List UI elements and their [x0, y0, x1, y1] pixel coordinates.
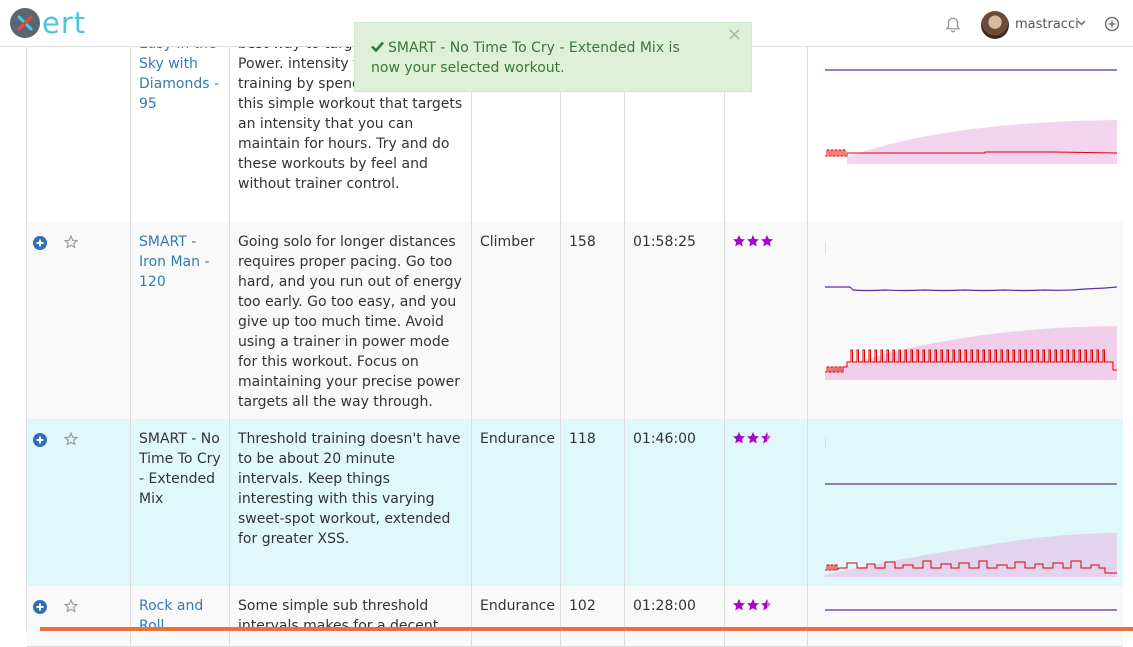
notification-bell-icon[interactable] — [944, 16, 962, 34]
logo-mark-icon — [10, 8, 40, 38]
table-row[interactable]: SMART - Iron Man - 120 Going solo for lo… — [27, 222, 1123, 420]
workout-duration: 01:28:00 — [633, 598, 696, 614]
app-logo[interactable]: ert — [10, 6, 86, 40]
rating-cell — [724, 586, 808, 646]
checkmark-icon — [371, 41, 384, 53]
chart-cell — [807, 222, 1123, 419]
rating-stars-icon — [733, 432, 771, 444]
add-workout-icon[interactable] — [33, 600, 47, 614]
workout-name-link[interactable]: Easy in the Sky with Diamonds - 95 — [139, 36, 220, 112]
xss-cell — [560, 0, 625, 222]
workout-name-link[interactable]: SMART - Iron Man - 120 — [139, 234, 210, 290]
chart-cell — [807, 0, 1123, 222]
favorite-star-icon[interactable] — [64, 235, 78, 249]
logo-text: ert — [42, 6, 87, 40]
bottom-progress-bar — [40, 627, 1133, 631]
workout-profile-chart — [825, 242, 1117, 380]
workout-xss: 118 — [569, 431, 596, 447]
rating-cell — [724, 419, 808, 586]
xss-cell: 158 — [560, 222, 625, 419]
add-workout-icon[interactable] — [33, 236, 47, 250]
description-cell: Threshold training doesn't have to be ab… — [229, 419, 472, 586]
workout-list: Easy in the Sky with Diamonds - 95 best … — [26, 0, 1123, 647]
table-row[interactable]: SMART - No Time To Cry - Extended Mix Th… — [27, 419, 1123, 587]
duration-cell: 01:58:25 — [624, 222, 725, 419]
name-cell: SMART - No Time To Cry - Extended Mix — [130, 419, 230, 586]
close-icon[interactable]: × — [726, 24, 742, 45]
workout-category: Climber — [480, 234, 535, 250]
table-left-border — [26, 46, 27, 631]
name-cell: SMART - Iron Man - 120 — [130, 222, 230, 419]
description-cell: Some simple sub threshold intervals make… — [229, 586, 472, 646]
rating-stars-icon — [733, 235, 773, 247]
workout-duration: 01:58:25 — [633, 234, 696, 250]
favorite-star-icon[interactable] — [64, 599, 78, 613]
chart-cell — [807, 586, 1123, 646]
actions-cell — [27, 586, 131, 646]
workout-description: Going solo for longer distances requires… — [238, 234, 462, 410]
workout-name-selected[interactable]: SMART - No Time To Cry - Extended Mix — [139, 431, 221, 507]
actions-cell — [27, 419, 131, 586]
chevron-down-icon[interactable] — [1077, 20, 1086, 26]
add-circle-icon[interactable] — [1104, 16, 1120, 32]
workout-xss: 102 — [569, 598, 596, 614]
xss-cell: 102 — [560, 586, 625, 646]
workout-profile-chart — [825, 609, 1117, 611]
favorite-star-icon[interactable] — [64, 432, 78, 446]
name-cell: Rock and Roll — [130, 586, 230, 646]
workout-description: Threshold training doesn't have to be ab… — [238, 431, 461, 547]
rating-cell — [724, 0, 808, 222]
duration-cell — [624, 0, 725, 222]
user-avatar[interactable] — [981, 11, 1009, 39]
workout-profile-chart — [825, 69, 1117, 164]
chart-cell — [807, 419, 1123, 586]
table-row[interactable]: Rock and Roll Some simple sub threshold … — [27, 586, 1123, 647]
username-label[interactable]: mastracci — [1015, 17, 1079, 32]
workout-profile-chart — [825, 437, 1117, 577]
workout-category: Endurance — [480, 431, 555, 447]
category-cell: Endurance — [471, 586, 561, 646]
rating-cell — [724, 222, 808, 419]
category-cell: Climber — [471, 222, 561, 419]
workout-category: Endurance — [480, 598, 555, 614]
duration-cell: 01:46:00 — [624, 419, 725, 586]
description-cell: Going solo for longer distances requires… — [229, 222, 472, 419]
workout-xss: 158 — [569, 234, 596, 250]
workout-duration: 01:46:00 — [633, 431, 696, 447]
actions-cell — [27, 222, 131, 419]
duration-cell: 01:28:00 — [624, 586, 725, 646]
category-cell: Endurance — [471, 419, 561, 586]
add-workout-icon[interactable] — [33, 433, 47, 447]
rating-stars-icon — [733, 599, 771, 611]
xss-cell: 118 — [560, 419, 625, 586]
category-cell — [471, 0, 561, 222]
success-notification: SMART - No Time To Cry - Extended Mix is… — [354, 22, 752, 92]
notification-message: SMART - No Time To Cry - Extended Mix is… — [371, 40, 680, 76]
